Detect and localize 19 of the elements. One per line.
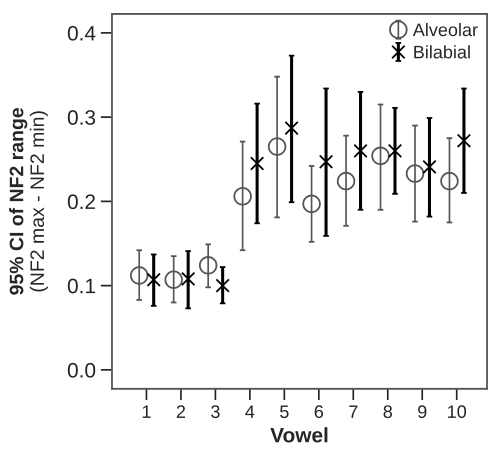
x-tick-label: 10: [448, 405, 466, 418]
x-tick-label: 7: [349, 405, 358, 418]
y-tick-label: 0.0: [68, 362, 96, 378]
x-tick-label: 3: [211, 405, 220, 418]
x-tick-label: 1: [142, 405, 151, 418]
x-axis-title: Vowel: [270, 427, 328, 442]
x-tick-label: 5: [280, 405, 289, 418]
x-tick-label: 4: [245, 405, 254, 418]
x-tick-label: 9: [418, 405, 426, 418]
x-tick-label: 8: [384, 405, 392, 418]
x-tick-label: 2: [176, 405, 186, 418]
legend-label: Alveolar: [412, 22, 478, 36]
y-tick-label: 0.3: [68, 110, 96, 125]
y-tick-label: 0.2: [68, 194, 95, 210]
y-tick-label: 0.1: [68, 278, 95, 294]
legend-label: Bilabial: [414, 45, 470, 58]
y-axis-title: 95% CI of NF2 range (NF2 max - NF2 min): [9, 108, 48, 295]
y-tick-label: 0.4: [68, 26, 96, 41]
x-tick-label: 6: [314, 405, 324, 418]
